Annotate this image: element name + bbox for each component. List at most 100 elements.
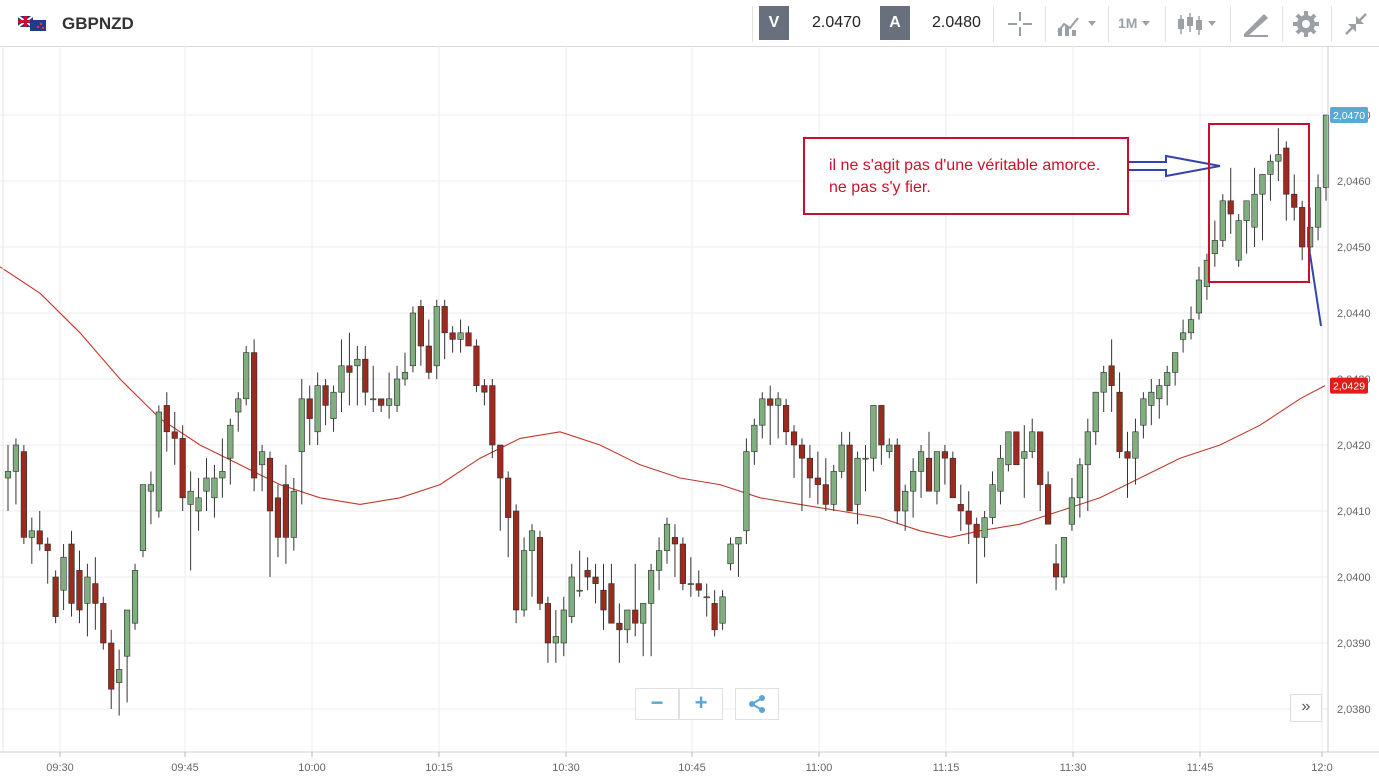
scroll-right-button[interactable]: » xyxy=(1290,694,1322,722)
candle-body-up xyxy=(1068,497,1076,525)
timeframe-selector[interactable]: 1M xyxy=(1118,15,1151,47)
candle xyxy=(616,603,623,663)
x-tick-label: 09:30 xyxy=(46,762,74,774)
share-button[interactable] xyxy=(735,688,779,720)
candle-body-down xyxy=(322,385,329,406)
sell-label[interactable]: V xyxy=(759,6,789,40)
candle xyxy=(76,550,83,624)
candles-icon[interactable] xyxy=(1174,8,1222,40)
candle-body-up xyxy=(552,636,559,644)
candle-body-up xyxy=(401,372,409,380)
candle-body-up xyxy=(1322,114,1330,188)
candle-body-down xyxy=(274,497,282,538)
candle-body-down xyxy=(100,603,107,644)
candle xyxy=(417,299,424,366)
x-tick-label: 10:30 xyxy=(552,762,580,774)
price-chart[interactable]: 2,03802,03902,04002,04102,04202,04302,04… xyxy=(0,46,1379,784)
candle xyxy=(751,418,758,465)
candle-body-up xyxy=(1235,220,1242,261)
sell-price[interactable]: 2.0470 xyxy=(812,14,861,31)
candle xyxy=(568,563,575,624)
candle xyxy=(1275,128,1282,181)
candle-body-up xyxy=(298,398,305,452)
candle-body-down xyxy=(171,431,178,439)
candle-body-up xyxy=(1021,451,1028,459)
candle-body-up xyxy=(886,444,893,452)
candle-body-down xyxy=(814,477,821,485)
candle xyxy=(433,299,440,379)
chart-type-icon[interactable] xyxy=(1054,8,1102,40)
candle-body-up xyxy=(1164,372,1171,386)
candle xyxy=(1180,319,1187,353)
buy-price[interactable]: 2.0480 xyxy=(932,14,981,31)
candle xyxy=(449,326,456,353)
candle xyxy=(536,530,544,610)
candle-body-down xyxy=(616,622,623,631)
zoom-in-button[interactable]: + xyxy=(679,688,723,720)
candle xyxy=(354,346,361,406)
x-tick-label: 11:30 xyxy=(1060,762,1087,774)
candle xyxy=(1100,365,1107,412)
candle xyxy=(473,339,480,393)
crosshair-icon[interactable] xyxy=(1004,8,1036,40)
candle-body-up xyxy=(703,596,710,599)
candle-body-up xyxy=(338,365,345,393)
buy-label[interactable]: A xyxy=(880,6,910,40)
candle-body-up xyxy=(211,477,218,499)
candle xyxy=(560,596,567,657)
toolbar-divider xyxy=(1045,6,1046,42)
candle-body-down xyxy=(425,345,432,373)
candle xyxy=(298,379,305,505)
candle-body-up xyxy=(870,405,877,459)
candle-body-up xyxy=(235,398,242,413)
candle-body-down xyxy=(163,405,170,433)
candle xyxy=(1052,544,1060,591)
candle-body-up xyxy=(290,490,297,538)
toolbar-divider xyxy=(993,6,994,42)
candle-body-up xyxy=(687,583,694,585)
candle xyxy=(1124,431,1131,498)
candle-body-down xyxy=(798,444,806,459)
candle-body-up xyxy=(1267,160,1274,175)
gear-icon[interactable] xyxy=(1290,8,1322,40)
candle-body-down xyxy=(1045,484,1052,525)
y-tick-label: 2,0400 xyxy=(1337,572,1371,584)
toolbar: GBPNZD V 2.0470 A 2.0480 1M xyxy=(0,0,1379,47)
candle-body-down xyxy=(878,405,885,446)
candle-body-down xyxy=(695,583,702,591)
moving-average-layer xyxy=(0,266,1326,538)
candle-body-down xyxy=(346,365,353,373)
candle-body-up xyxy=(187,490,194,505)
candle xyxy=(1068,478,1076,531)
candle-body-up xyxy=(1076,464,1083,499)
candle-body-up xyxy=(568,576,575,617)
y-tick-label: 2,0460 xyxy=(1337,176,1371,188)
candle-body-down xyxy=(489,385,496,446)
candle xyxy=(155,405,162,518)
candle-body-down xyxy=(76,570,83,611)
gbp-nzd-flag-icon xyxy=(18,16,46,31)
candle-body-up xyxy=(576,589,583,592)
candle-body-down xyxy=(1291,193,1298,208)
candle-body-down xyxy=(941,451,948,459)
x-tick-label: 11:15 xyxy=(933,762,960,774)
candle-body-up xyxy=(203,477,210,492)
candle-body-up xyxy=(727,543,734,565)
candle xyxy=(528,524,536,597)
candle xyxy=(1076,458,1083,518)
drawing-icon[interactable] xyxy=(1240,8,1272,40)
candle xyxy=(1307,207,1314,261)
candle-body-up xyxy=(386,398,393,406)
candle xyxy=(386,372,393,419)
candle xyxy=(513,504,520,624)
fullscreen-icon[interactable] xyxy=(1340,8,1372,40)
zoom-out-button[interactable]: − xyxy=(635,688,679,720)
candle-body-down xyxy=(251,352,258,479)
candle xyxy=(409,306,417,373)
candle-body-up xyxy=(624,609,631,631)
candle xyxy=(695,570,702,597)
candle-body-up xyxy=(1156,385,1163,400)
candle-body-down xyxy=(1116,391,1123,452)
candle-body-down xyxy=(592,576,599,584)
candle xyxy=(378,398,385,412)
